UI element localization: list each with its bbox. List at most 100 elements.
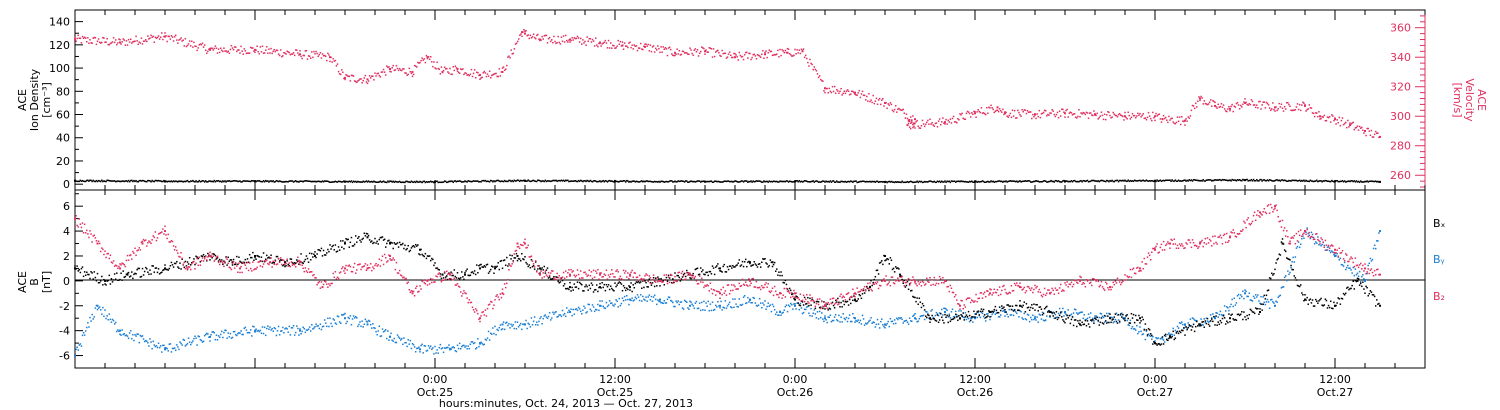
ion-density-trace — [1306, 180, 1308, 182]
ion-density-trace — [197, 180, 199, 183]
by-trace — [1372, 247, 1375, 250]
velocity-trace — [709, 47, 712, 49]
by-trace — [348, 317, 351, 320]
by-trace — [1147, 333, 1150, 335]
velocity-point — [119, 41, 121, 44]
ion-density-trace — [221, 181, 223, 183]
ion-density-trace — [465, 180, 467, 183]
velocity-trace — [1177, 120, 1180, 123]
velocity-trace — [646, 45, 648, 47]
bx-trace — [426, 255, 429, 257]
velocity-trace — [1134, 116, 1137, 119]
by-trace — [881, 318, 883, 320]
ion-density-trace — [1161, 179, 1164, 182]
ion-density-trace — [437, 181, 439, 184]
by-trace — [330, 322, 332, 325]
velocity-trace — [591, 38, 594, 41]
ion-density-trace — [981, 180, 984, 182]
by-trace — [1218, 313, 1221, 316]
bx-point — [366, 236, 369, 239]
ion-density-trace — [542, 180, 544, 182]
ion-density-trace — [347, 181, 349, 183]
ion-density-trace — [935, 181, 938, 184]
by-trace — [1318, 244, 1320, 246]
bx-trace — [567, 287, 569, 290]
ion-density-trace — [716, 180, 718, 183]
velocity-trace — [696, 49, 699, 51]
bx-trace — [660, 277, 662, 280]
velocity-trace — [1228, 105, 1230, 108]
by-point — [344, 317, 346, 320]
by-trace — [800, 307, 803, 309]
bx-trace — [329, 244, 331, 246]
bx-trace — [518, 258, 521, 260]
velocity-trace — [166, 40, 168, 43]
velocity-trace — [332, 58, 334, 60]
velocity-trace — [1102, 118, 1105, 121]
ion-density-trace — [359, 181, 361, 183]
ion-density-trace — [1157, 180, 1159, 182]
by-trace — [1323, 244, 1326, 247]
by-trace — [669, 299, 672, 302]
velocity-trace — [1238, 107, 1241, 110]
velocity-trace — [306, 58, 309, 60]
velocity-trace — [1158, 113, 1161, 116]
velocity-point — [786, 51, 789, 54]
bx-trace — [525, 261, 527, 264]
ion-density-trace — [1256, 178, 1258, 181]
velocity-trace — [1059, 115, 1062, 117]
by-trace — [890, 320, 893, 323]
velocity-trace — [1167, 121, 1169, 124]
velocity-trace — [1141, 114, 1143, 117]
velocity-point — [1124, 115, 1126, 118]
velocity-trace — [861, 90, 864, 93]
velocity-trace — [772, 54, 775, 56]
bx-trace — [236, 255, 238, 258]
bx-trace — [898, 268, 900, 270]
bx-trace — [294, 262, 297, 265]
bx-trace — [336, 250, 339, 252]
ion-density-trace — [804, 180, 807, 182]
bx-point — [771, 261, 774, 264]
ion-density-trace — [1146, 180, 1149, 182]
bx-trace — [200, 255, 203, 257]
ion-density-trace — [1205, 179, 1208, 181]
velocity-trace — [896, 111, 898, 113]
velocity-trace — [990, 104, 992, 107]
bx-trace — [292, 262, 295, 265]
by-point — [1064, 310, 1066, 313]
bx-trace — [282, 264, 284, 267]
velocity-trace — [331, 61, 333, 63]
bx-trace — [326, 252, 328, 254]
bx-trace — [378, 238, 381, 241]
bx-trace — [921, 302, 924, 305]
velocity-trace — [526, 34, 528, 37]
bx-trace — [663, 284, 666, 286]
bx-trace — [713, 273, 716, 276]
by-trace — [943, 307, 945, 310]
ion-density-trace — [817, 181, 820, 183]
ion-density-trace — [710, 180, 713, 182]
velocity-trace — [377, 72, 379, 75]
bx-trace — [592, 291, 595, 293]
by-trace — [1223, 305, 1226, 307]
by-trace — [379, 335, 382, 338]
ion-density-trace — [142, 179, 145, 182]
ion-density-trace — [1327, 180, 1330, 182]
ion-density-trace — [992, 180, 994, 183]
velocity-trace — [464, 72, 466, 74]
by-trace — [428, 347, 431, 349]
velocity-trace — [1047, 113, 1049, 116]
by-trace — [1253, 297, 1256, 299]
bx-trace — [606, 285, 609, 288]
velocity-trace — [844, 92, 847, 95]
velocity-trace — [1348, 126, 1350, 128]
velocity-trace — [1137, 112, 1139, 115]
velocity-trace — [613, 44, 615, 47]
by-trace — [1354, 268, 1357, 270]
ion-density-trace — [1254, 180, 1257, 182]
ion-density-trace — [81, 179, 84, 182]
ion-density-trace — [156, 180, 159, 182]
bx-trace — [389, 241, 391, 244]
bx-trace — [284, 265, 286, 268]
